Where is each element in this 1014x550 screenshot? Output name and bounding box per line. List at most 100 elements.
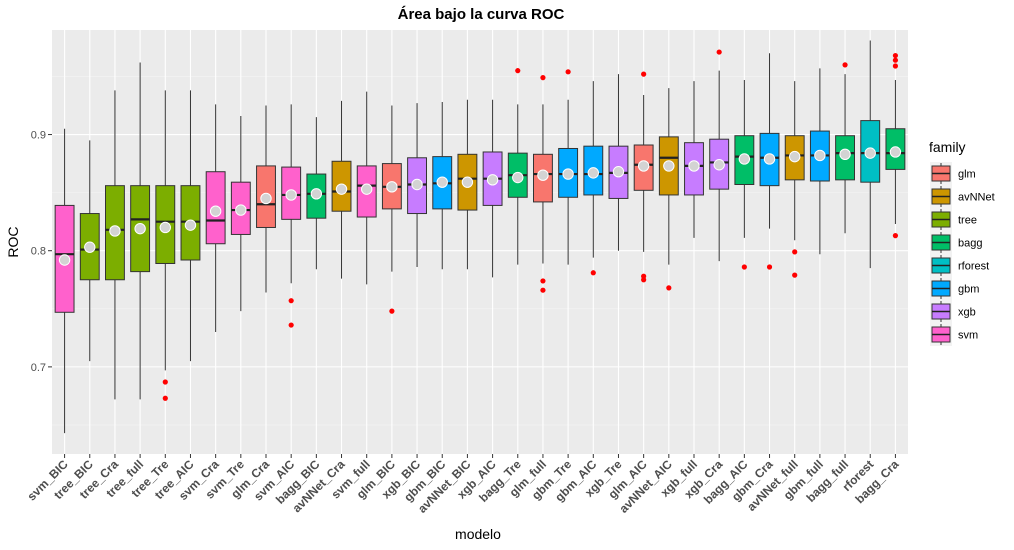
box-xgb_Tre bbox=[608, 74, 629, 251]
outlier-point bbox=[540, 287, 546, 293]
legend: family glm avNNet tree bagg rforest gbm xgb svm bbox=[929, 139, 995, 346]
box-svm_AIC bbox=[281, 104, 302, 328]
mean-point bbox=[436, 176, 448, 188]
box-tree_full bbox=[130, 62, 151, 400]
legend-item-rforest: rforest bbox=[930, 254, 989, 277]
box-gbm_full bbox=[809, 68, 830, 255]
outlier-point bbox=[162, 379, 168, 385]
box-glm_Cra bbox=[256, 105, 276, 293]
mean-point bbox=[486, 174, 499, 186]
box-gbm_Cra bbox=[759, 53, 780, 270]
outlier-point bbox=[666, 285, 672, 291]
box-svm_BIC bbox=[54, 128, 75, 434]
outlier-point bbox=[540, 278, 546, 284]
mean-point bbox=[361, 183, 373, 195]
mean-point bbox=[159, 221, 171, 234]
box-avNNet_AIC bbox=[658, 88, 679, 291]
mean-point bbox=[411, 178, 423, 191]
legend-item-svm: svm bbox=[930, 323, 978, 346]
outlier-point bbox=[792, 272, 798, 278]
mean-point bbox=[889, 146, 902, 158]
boxes bbox=[54, 40, 906, 434]
box-tree_Tre bbox=[155, 90, 176, 401]
mean-point bbox=[335, 183, 348, 195]
mean-point bbox=[688, 160, 700, 172]
box-bagg_AIC bbox=[734, 79, 755, 270]
legend-label: rforest bbox=[958, 261, 989, 273]
box-xgb_BIC bbox=[407, 103, 427, 267]
legend-item-xgb: xgb bbox=[930, 300, 976, 323]
mean-point bbox=[562, 168, 574, 180]
outlier-point bbox=[792, 249, 798, 255]
mean-point bbox=[109, 225, 121, 237]
legend-label: glm bbox=[958, 169, 976, 181]
box-xgb_Cra bbox=[709, 49, 730, 262]
mean-point bbox=[864, 147, 876, 159]
mean-point bbox=[134, 222, 146, 235]
mean-point bbox=[637, 160, 650, 172]
mean-point bbox=[713, 159, 725, 171]
legend-label: avNNet bbox=[958, 192, 995, 204]
mean-point bbox=[663, 160, 675, 172]
y-axis-title: ROC bbox=[5, 226, 21, 257]
legend-item-glm: glm bbox=[930, 162, 976, 185]
box-avNNet_Cra bbox=[331, 100, 352, 279]
mean-point bbox=[310, 188, 323, 200]
legend-label: gbm bbox=[958, 284, 979, 296]
mean-point bbox=[814, 149, 826, 162]
legend-item-tree: tree bbox=[930, 208, 977, 231]
legend-item-bagg: bagg bbox=[930, 231, 982, 254]
outlier-point bbox=[892, 63, 899, 69]
mean-point bbox=[386, 181, 398, 193]
outlier-point bbox=[389, 308, 395, 314]
box-xgb_AIC bbox=[482, 99, 503, 278]
mean-point bbox=[209, 205, 222, 217]
outlier-point bbox=[716, 49, 722, 55]
box-bagg_BIC bbox=[306, 117, 327, 270]
y-tick-label: 0.8 bbox=[31, 246, 46, 258]
outlier-point bbox=[590, 270, 596, 276]
y-axis-ticks: 0.7 0.8 0.9 bbox=[31, 130, 52, 374]
outlier-point bbox=[288, 298, 294, 304]
outlier-point bbox=[892, 52, 899, 59]
mean-point bbox=[184, 219, 197, 231]
box-tree_Cra bbox=[105, 90, 125, 400]
legend-label: xgb bbox=[958, 307, 976, 319]
outlier-point bbox=[515, 68, 521, 74]
outlier-point bbox=[565, 69, 571, 75]
y-tick-label: 0.9 bbox=[31, 130, 46, 142]
box-gbm_Tre bbox=[558, 69, 579, 265]
mean-point bbox=[789, 150, 801, 163]
box-bagg_full bbox=[835, 62, 856, 234]
mean-point bbox=[58, 254, 71, 266]
box-bagg_Tre bbox=[507, 68, 528, 265]
outlier-point bbox=[540, 75, 546, 81]
legend-label: bagg bbox=[958, 238, 982, 250]
outlier-point bbox=[288, 322, 294, 328]
outlier-point bbox=[162, 395, 168, 401]
outlier-point bbox=[741, 264, 747, 270]
box-avNNet_BIC bbox=[457, 99, 478, 270]
box-svm_Tre bbox=[230, 115, 251, 312]
legend-label: svm bbox=[958, 330, 978, 342]
outlier-point bbox=[842, 62, 848, 68]
box-avNNet_full bbox=[784, 81, 805, 278]
plot-panel bbox=[52, 30, 908, 454]
outlier-point bbox=[892, 233, 899, 239]
mean-point bbox=[537, 169, 549, 181]
box-tree_BIC bbox=[79, 140, 100, 362]
box-xgb_full bbox=[684, 81, 704, 238]
box-rforest bbox=[860, 40, 881, 269]
mean-point bbox=[84, 241, 96, 253]
mean-point bbox=[587, 167, 599, 179]
box-bagg_Cra bbox=[885, 52, 906, 239]
box-tree_AIC bbox=[180, 90, 201, 362]
outlier-point bbox=[766, 264, 773, 270]
outlier-point bbox=[641, 277, 647, 283]
mean-point bbox=[763, 153, 776, 165]
legend-item-avNNet: avNNet bbox=[930, 185, 995, 208]
panel-background bbox=[52, 30, 908, 454]
mean-point bbox=[612, 166, 625, 178]
